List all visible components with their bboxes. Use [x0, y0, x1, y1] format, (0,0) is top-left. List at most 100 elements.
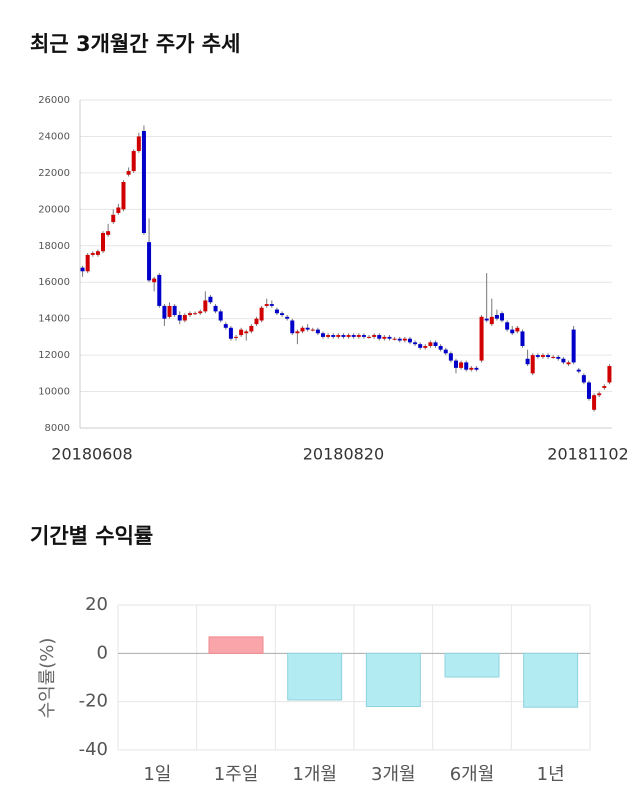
bar [208, 636, 264, 654]
candle-body [561, 358, 566, 363]
candle-body [489, 316, 494, 325]
y-tick-label: 20 [85, 594, 108, 615]
candle-body [193, 313, 198, 315]
candle-body [336, 335, 341, 337]
y-tick-label: -20 [79, 691, 108, 712]
candle-body [592, 395, 597, 410]
candle-body [356, 335, 361, 337]
candle-body [505, 322, 510, 330]
candle-body [382, 336, 387, 339]
candle-body [198, 311, 203, 314]
x-tick-label: 1일 [143, 764, 171, 785]
bar [444, 652, 500, 678]
candle-body [249, 325, 254, 332]
candle-body [484, 318, 489, 321]
candle-body [152, 278, 157, 283]
candle-body [372, 335, 377, 337]
y-tick-label: 20000 [38, 204, 70, 215]
y-tick-label: 10000 [38, 387, 70, 398]
x-tick-label: 20180608 [51, 445, 132, 464]
candle-body [285, 316, 290, 319]
candle-body [586, 382, 591, 399]
bar [523, 652, 579, 708]
y-tick-label: 12000 [38, 350, 70, 361]
candle-body [95, 251, 100, 255]
candle-body [571, 329, 576, 363]
candle-body [157, 274, 162, 306]
candle-body [121, 182, 126, 210]
candle-body [274, 309, 279, 314]
candle-body [305, 327, 310, 330]
y-tick-label: 14000 [38, 314, 70, 325]
x-tick-label: 20181102 [547, 445, 628, 464]
x-tick-label: 1주일 [214, 764, 259, 785]
x-tick-label: 6개월 [450, 764, 495, 785]
candle-body [295, 331, 300, 334]
candle-body [341, 335, 346, 337]
candle-body [402, 338, 407, 341]
candle-body [310, 329, 315, 331]
candle-body [213, 305, 218, 312]
candle-body [418, 344, 423, 348]
candle-body [326, 335, 331, 337]
candle-body [515, 327, 520, 332]
candle-body [239, 329, 244, 336]
candle-body [413, 342, 418, 345]
candle-body [453, 360, 458, 368]
candle-body [566, 362, 571, 365]
candle-body [500, 313, 505, 321]
candle-body [540, 355, 545, 357]
y-tick-label: 26000 [38, 95, 70, 106]
candle-body [607, 366, 612, 383]
candle-body [494, 315, 499, 319]
candle-body [85, 254, 90, 272]
y-tick-label: -40 [79, 739, 108, 760]
candle-body [438, 346, 443, 350]
candle-body [377, 335, 382, 339]
chart-title: 최근 3개월간 주가 추세 [30, 32, 240, 56]
candle-body [331, 335, 336, 337]
candle-body [167, 305, 172, 317]
candle-body [131, 151, 136, 172]
candle-body [351, 335, 356, 337]
y-tick-label: 18000 [38, 241, 70, 252]
candle-body [80, 267, 85, 272]
candle-body [315, 329, 320, 334]
candle-body [387, 336, 392, 339]
candle-body [469, 367, 474, 370]
candle-body [576, 369, 581, 372]
candle-body [116, 207, 121, 213]
candle-body [407, 338, 412, 343]
candle-body [259, 307, 264, 321]
candle-body [530, 355, 535, 374]
candle-body [290, 320, 295, 334]
candle-body [101, 233, 106, 252]
candle-body [510, 329, 515, 334]
x-tick-label: 3개월 [371, 764, 416, 785]
candle-body [320, 333, 325, 337]
candle-body [162, 305, 167, 319]
candle-body [280, 313, 285, 316]
candle-body [141, 130, 146, 234]
candle-body [367, 336, 372, 338]
y-tick-label: 0 [97, 642, 108, 663]
candle-body [433, 342, 438, 346]
candle-body [602, 386, 607, 388]
candle-body [300, 327, 305, 332]
candle-body [106, 231, 111, 235]
y-tick-label: 16000 [38, 277, 70, 288]
candle-body [218, 311, 223, 321]
candle-body [361, 335, 366, 337]
candle-body [525, 358, 530, 365]
y-tick-label: 22000 [38, 168, 70, 179]
chart-title: 기간별 수익률 [30, 524, 153, 548]
candle-body [228, 327, 233, 339]
x-tick-label: 1개월 [292, 764, 337, 785]
candle-body [392, 338, 397, 340]
candle-body [459, 362, 464, 368]
candle-body [551, 356, 556, 358]
x-tick-label: 1년 [537, 764, 565, 785]
candle-body [269, 304, 274, 306]
candle-body [443, 349, 448, 354]
